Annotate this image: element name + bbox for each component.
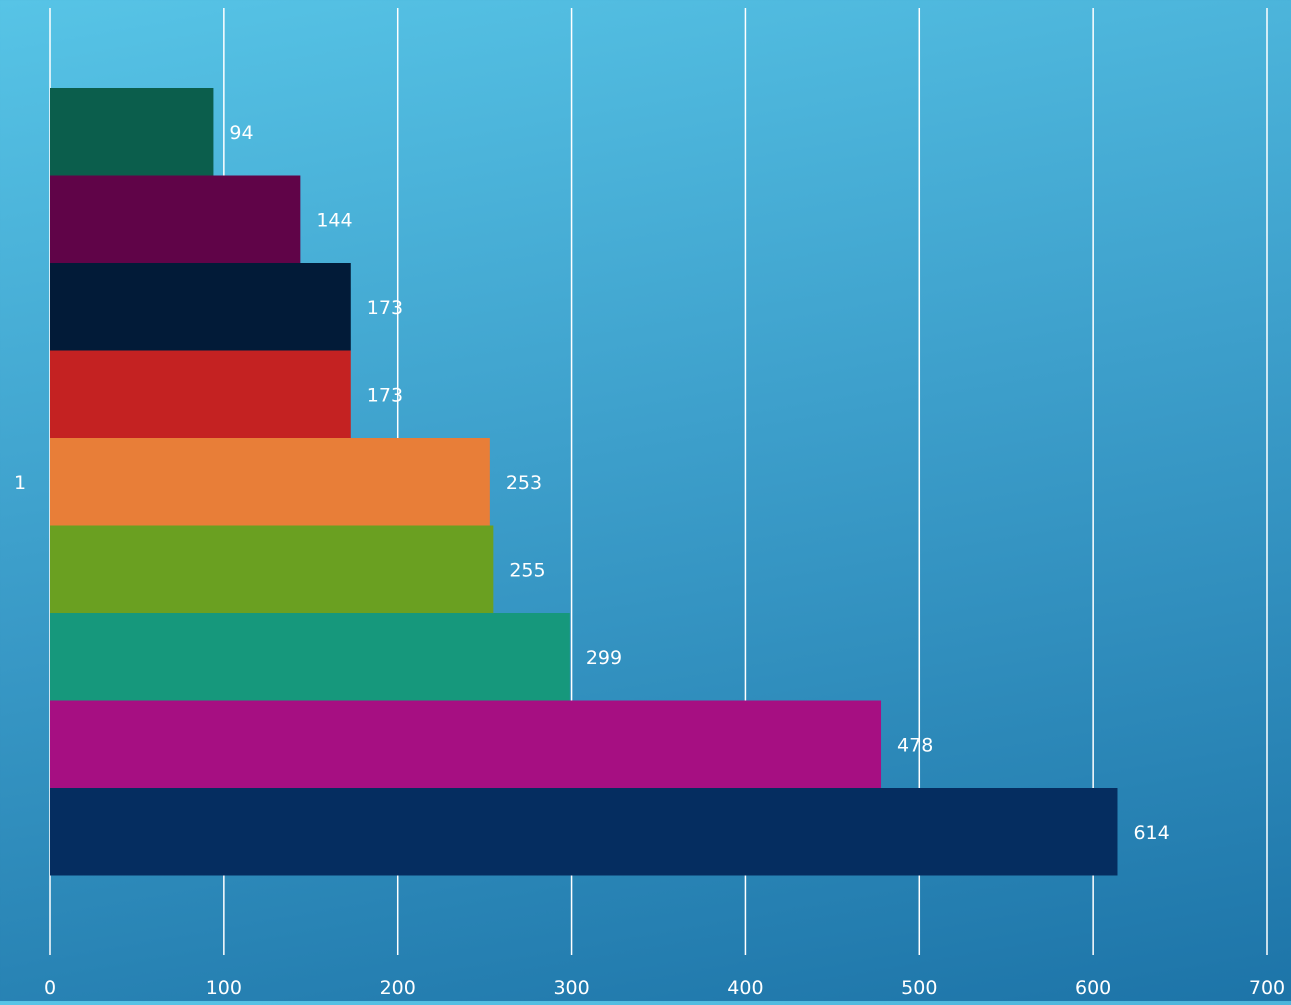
bar-3 — [50, 263, 351, 351]
data-label: 478 — [897, 734, 933, 756]
data-label: 253 — [506, 472, 542, 494]
x-tick-label: 300 — [553, 977, 589, 999]
data-label: 144 — [316, 209, 352, 231]
bar-6 — [50, 525, 494, 613]
x-tick-label: 600 — [1075, 977, 1111, 999]
bar-4 — [50, 350, 351, 438]
x-tick-label: 500 — [901, 977, 937, 999]
axis-labels: 0 100 200 300 400 500 600 700 1 — [14, 472, 1285, 999]
x-tick-label: 400 — [727, 977, 763, 999]
x-tick-label: 100 — [206, 977, 242, 999]
data-label: 255 — [509, 559, 545, 581]
bar-1 — [50, 88, 214, 176]
x-tick-label: 0 — [44, 977, 56, 999]
bar-2 — [50, 175, 301, 263]
data-label: 614 — [1133, 822, 1169, 844]
data-label: 94 — [229, 122, 253, 144]
bars — [50, 88, 1118, 876]
bar-9 — [50, 788, 1118, 876]
x-tick-label: 200 — [380, 977, 416, 999]
bar-8 — [50, 700, 882, 788]
x-tick-label: 700 — [1249, 977, 1285, 999]
data-label: 173 — [367, 297, 403, 319]
data-label: 299 — [586, 647, 622, 669]
bar-7 — [50, 613, 570, 701]
data-labels: 94 144 173 173 253 255 299 478 614 — [229, 122, 1169, 844]
bar-5 — [50, 438, 490, 526]
y-category-label: 1 — [14, 472, 26, 494]
data-label: 173 — [367, 384, 403, 406]
